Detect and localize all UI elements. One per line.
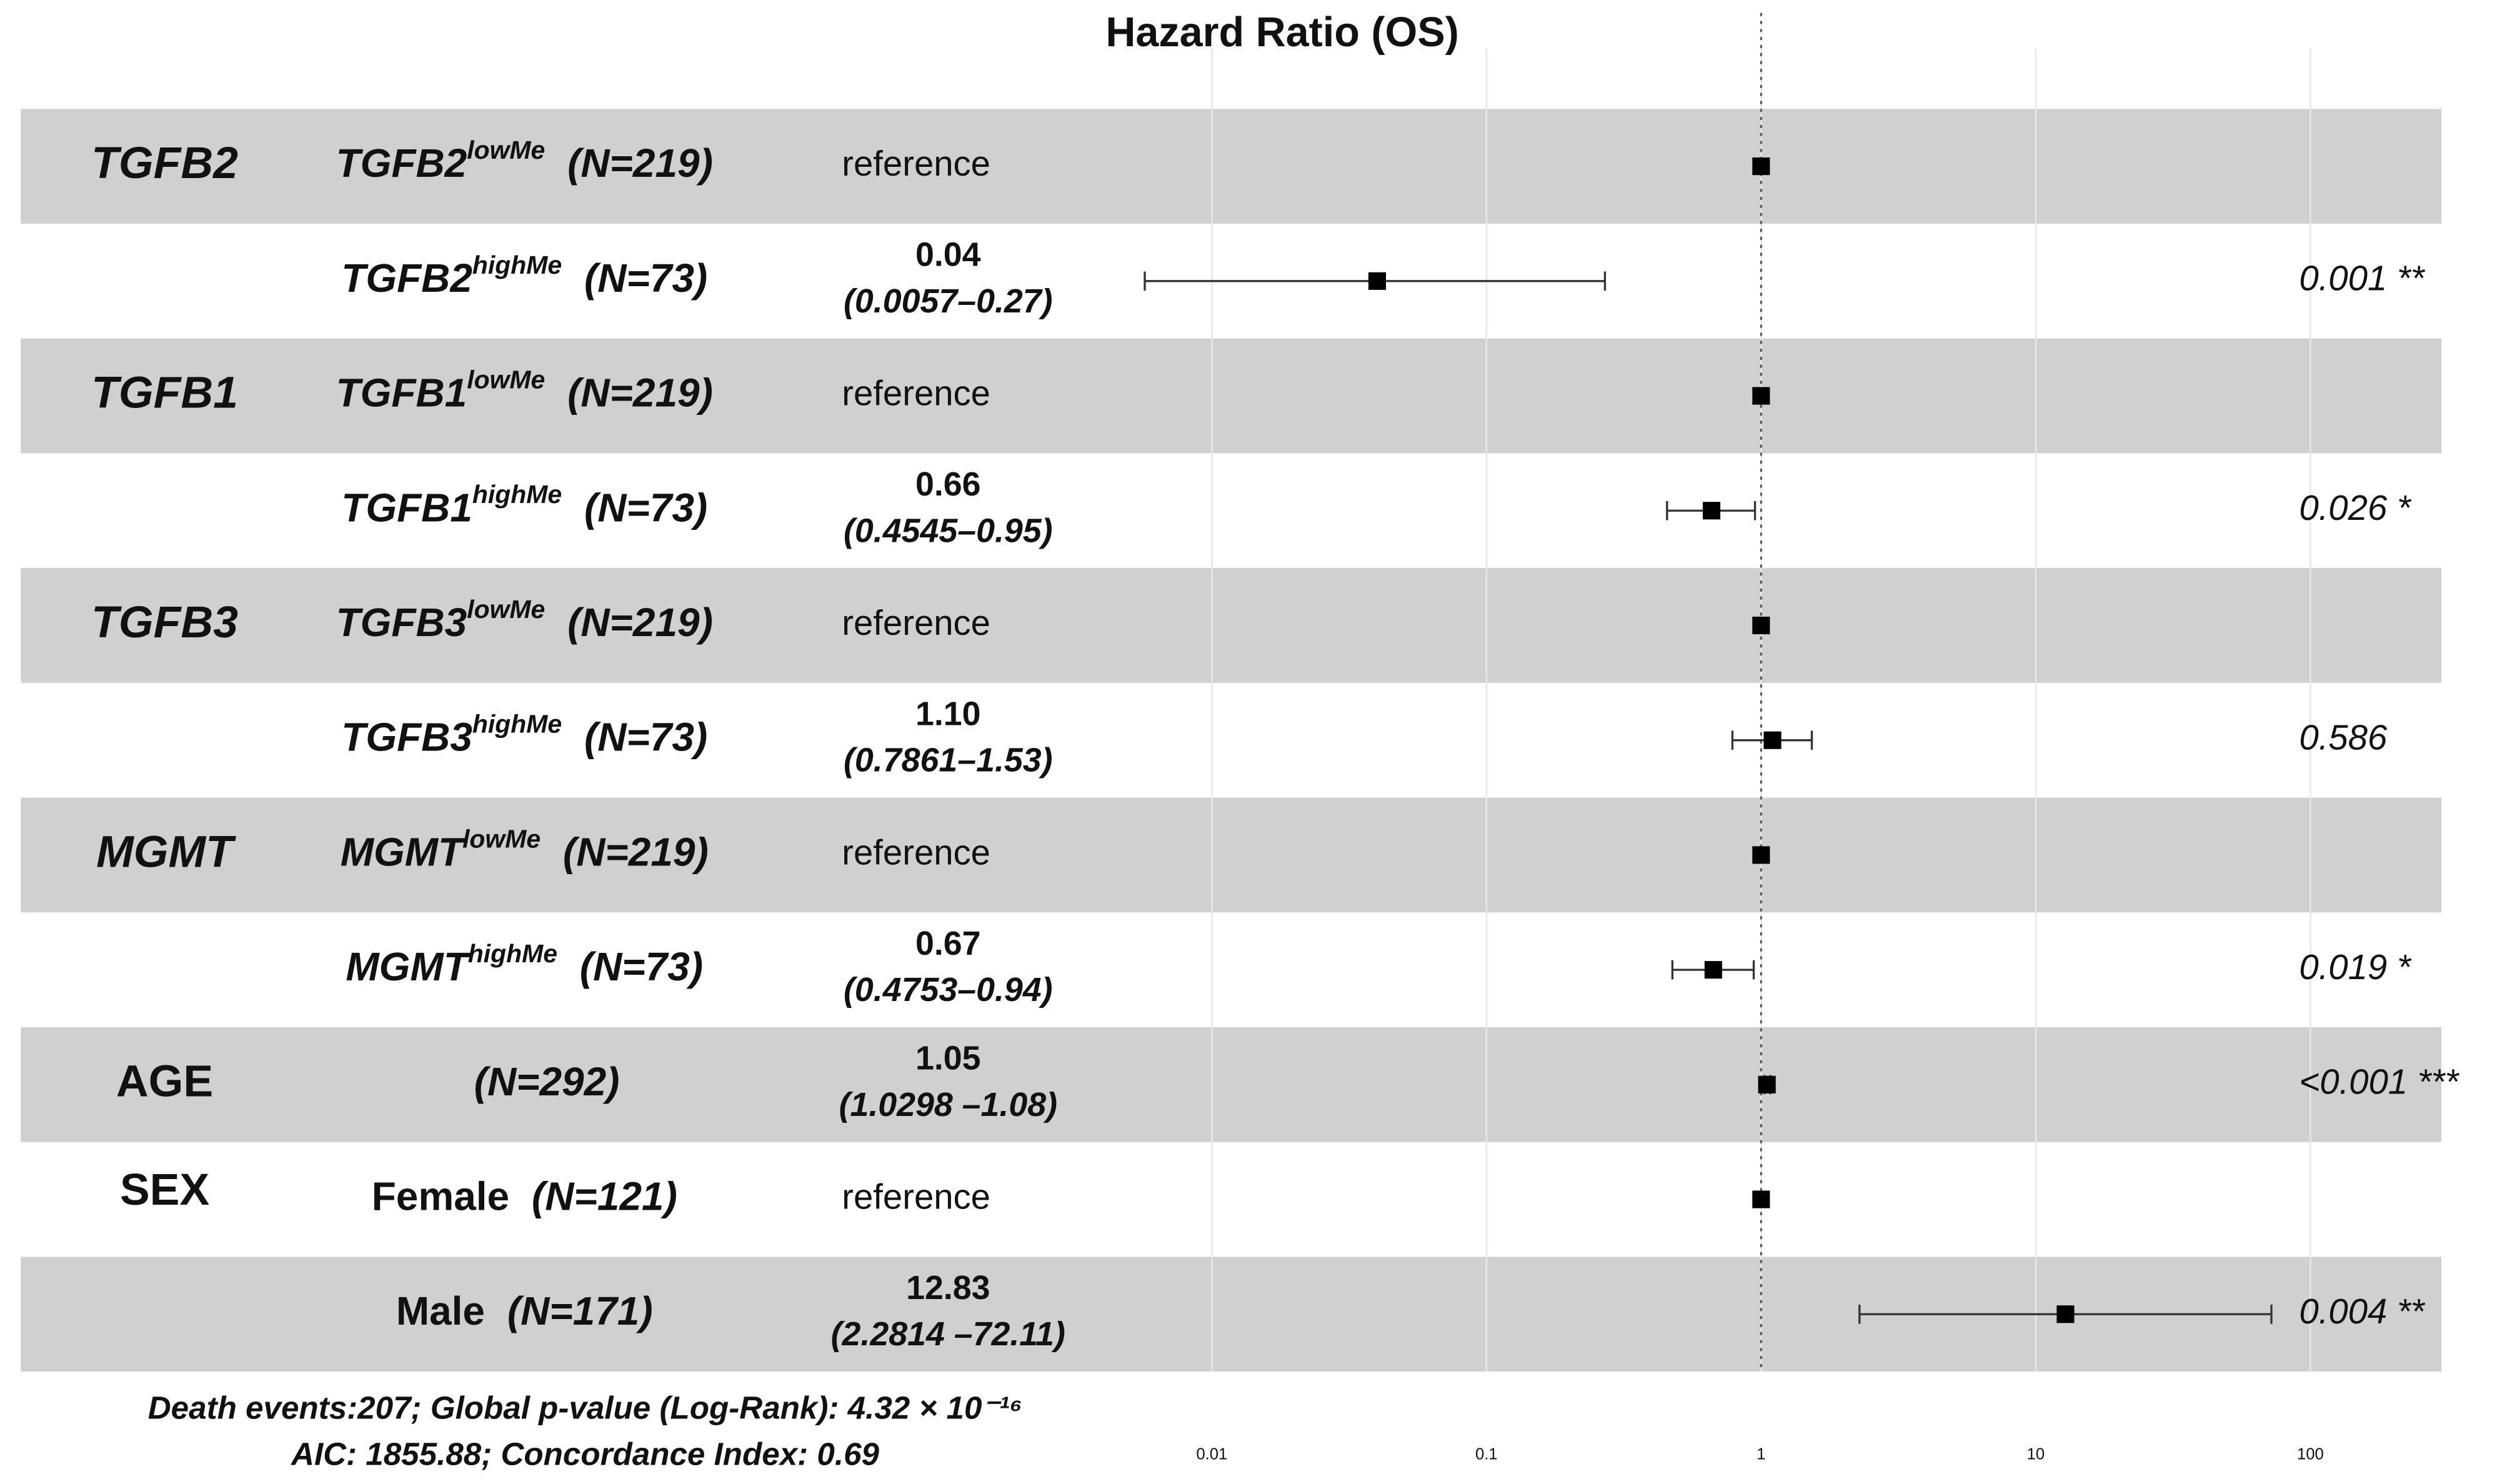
row-label-name: TGFB2 [341, 256, 472, 301]
footnote: Death events:207; Global p-value (Log-Ra… [148, 1390, 1022, 1426]
row-label: MGMTlowMe (N=219) [341, 824, 709, 874]
row-label-name: MGMT [346, 944, 471, 989]
row-label-name: Male [396, 1288, 485, 1333]
row-label-sup: lowMe [462, 824, 541, 853]
x-tick-label: 0.1 [1475, 1445, 1498, 1463]
group-label: MGMT [96, 827, 236, 877]
row-label: TGFB1lowMe (N=219) [336, 365, 713, 415]
p-value: 0.019 * [2299, 947, 2411, 987]
hr-point [1752, 846, 1770, 864]
hr-point [1368, 272, 1386, 290]
row-label: Female (N=121) [372, 1173, 677, 1218]
hr-point [1758, 1075, 1776, 1093]
row-band [21, 1027, 2442, 1142]
hr-label: 0.67 [915, 925, 981, 962]
row-count: (N=219) [567, 600, 713, 645]
row-count: (N=219) [567, 370, 713, 415]
group-label: TGFB3 [91, 597, 238, 647]
p-value: 0.026 * [2299, 488, 2411, 527]
hr-label: 12.83 [906, 1269, 990, 1307]
hr-point [1702, 502, 1721, 520]
row-count: (N=73) [584, 256, 707, 301]
group-label: AGE [116, 1057, 213, 1107]
row-label-name: MGMT [341, 829, 466, 874]
row-label: (N=292) [474, 1059, 620, 1104]
x-tick-label: 100 [2297, 1445, 2324, 1463]
row-band [21, 109, 2442, 224]
hr-point [2056, 1305, 2075, 1323]
row-label-name: TGFB3 [336, 600, 467, 645]
row-label: TGFB2highMe (N=73) [341, 251, 707, 301]
row-label-sup: highMe [472, 709, 562, 738]
row-label-name: TGFB2 [336, 141, 467, 186]
row-label: TGFB3highMe (N=73) [341, 709, 707, 759]
row-band [21, 797, 2442, 913]
row-label-name: TGFB1 [336, 370, 467, 415]
estimate-text: reference [842, 1177, 990, 1216]
hr-point [1704, 961, 1722, 979]
row-label: TGFB2lowMe (N=219) [336, 136, 713, 186]
p-value: <0.001 *** [2299, 1062, 2460, 1102]
row-label-sup: highMe [472, 480, 562, 509]
row-label-sup: highMe [468, 939, 557, 968]
row-count: (N=219) [567, 141, 713, 186]
chart-title: Hazard Ratio (OS) [1105, 9, 1458, 56]
p-value: 0.001 ** [2299, 259, 2425, 298]
row-label: Male (N=171) [396, 1288, 653, 1333]
row-count: (N=73) [580, 944, 703, 989]
footnote: AIC: 1855.88; Concordance Index: 0.69 [290, 1437, 880, 1472]
hr-label: 1.05 [915, 1040, 981, 1077]
hr-point [1763, 731, 1782, 749]
row-band [21, 338, 2442, 454]
x-tick-label: 1 [1757, 1445, 1765, 1463]
row-band [21, 568, 2442, 683]
ci-label: (2.2814 –72.11) [831, 1315, 1065, 1353]
row-label-name: Female [372, 1173, 509, 1218]
row-label: TGFB1highMe (N=73) [341, 480, 707, 530]
p-value: 0.586 [2299, 718, 2388, 757]
row-label-name: TGFB3 [341, 715, 472, 760]
ci-label: (1.0298 –1.08) [839, 1086, 1057, 1123]
p-value: 0.004 ** [2299, 1292, 2425, 1331]
row-count: (N=171) [507, 1288, 653, 1333]
group-label: SEX [120, 1165, 210, 1215]
row-count: (N=73) [584, 485, 707, 530]
x-tick-label: 0.01 [1196, 1445, 1227, 1463]
hr-point [1752, 1190, 1770, 1208]
row-label: TGFB3lowMe (N=219) [336, 595, 713, 645]
row-count: (N=219) [563, 829, 709, 874]
hr-label: 0.66 [915, 466, 981, 503]
row-count: (N=121) [532, 1173, 677, 1218]
row-count: (N=73) [584, 715, 707, 760]
estimate-text: reference [842, 144, 990, 183]
hr-point [1752, 616, 1770, 635]
estimate-text: reference [842, 603, 990, 642]
row-label-sup: lowMe [467, 595, 545, 624]
hr-point [1752, 387, 1770, 405]
row-label-name: TGFB1 [341, 485, 472, 530]
estimate-text: reference [842, 373, 990, 412]
x-tick-label: 10 [2027, 1445, 2045, 1463]
hr-label: 0.04 [915, 236, 981, 274]
group-label: TGFB1 [91, 367, 238, 417]
ci-label: (0.7861–1.53) [844, 742, 1053, 779]
row-label-sup: highMe [472, 251, 562, 279]
row-label-sup: lowMe [467, 365, 545, 394]
group-label: TGFB2 [91, 138, 238, 188]
row-label: MGMThighMe (N=73) [346, 939, 703, 989]
ci-label: (0.4545–0.95) [844, 512, 1053, 549]
hr-label: 1.10 [915, 695, 981, 732]
estimate-text: reference [842, 832, 990, 872]
ci-label: (0.4753–0.94) [844, 971, 1053, 1008]
row-count: (N=292) [474, 1059, 620, 1104]
row-label-sup: lowMe [467, 136, 545, 164]
ci-label: (0.0057–0.27) [844, 282, 1053, 320]
hr-point [1752, 157, 1770, 176]
